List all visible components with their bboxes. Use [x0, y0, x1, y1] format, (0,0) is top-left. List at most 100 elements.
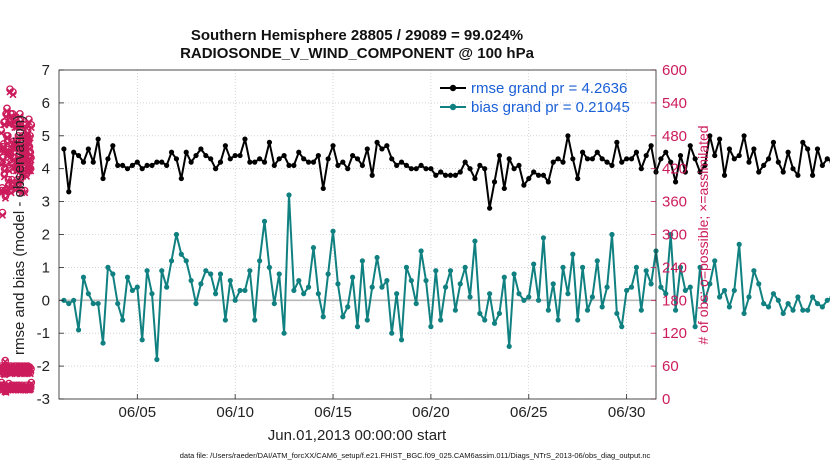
- rmse-point: [550, 159, 556, 165]
- obs-assimilated-marker: [26, 134, 34, 142]
- rmse-point: [648, 143, 654, 149]
- rmse-point: [487, 205, 493, 211]
- bias-point: [330, 228, 336, 234]
- bias-point: [457, 281, 463, 287]
- rmse-point: [658, 156, 664, 162]
- legend-rmse-label: rmse grand pr = 4.2636: [471, 80, 627, 97]
- rmse-point: [217, 159, 224, 165]
- rmse-point: [609, 162, 615, 169]
- bias-point: [560, 264, 566, 270]
- bias-point: [501, 274, 507, 280]
- rmse-point: [765, 156, 772, 162]
- bias-point: [394, 291, 400, 297]
- bias-point: [208, 271, 214, 277]
- y-right-tick-label: 600: [662, 62, 687, 79]
- bias-point: [682, 287, 688, 294]
- bias-point: [291, 287, 297, 294]
- legend-bias-marker: [449, 103, 457, 111]
- bias-point: [535, 297, 542, 303]
- bias-point: [340, 314, 346, 320]
- rmse-point: [717, 136, 723, 142]
- y-axis-label: rmse and bias (model - observation): [11, 115, 28, 355]
- bias-point: [232, 297, 238, 303]
- rmse-point: [726, 146, 733, 152]
- obs-assimilated-marker: [10, 156, 19, 164]
- bias-point: [120, 317, 126, 323]
- bias-point: [217, 271, 224, 277]
- rmse-point: [80, 159, 87, 165]
- obs-assimilated-marker: [13, 124, 21, 132]
- bias-point: [584, 307, 591, 313]
- y-right-tick-label: 180: [662, 292, 687, 309]
- rmse-point: [232, 152, 238, 159]
- y-right-tick-label: 120: [662, 325, 687, 342]
- rmse-point: [129, 162, 136, 169]
- rmse-point: [325, 156, 331, 162]
- rmse-point: [775, 159, 781, 165]
- obs-assimilated-marker: [3, 107, 11, 115]
- obs-assimilated-marker: [27, 385, 35, 393]
- obs-assimilated-marker: [9, 91, 17, 99]
- obs-assimilated-marker: [24, 129, 32, 137]
- chart-title-line2: RADIOSONDE_V_WIND_COMPONENT @ 100 hPa: [180, 45, 535, 62]
- rmse-point: [315, 152, 321, 159]
- bias-point: [350, 274, 356, 280]
- bias-point: [746, 294, 752, 300]
- rmse-point: [188, 159, 194, 165]
- rmse-point: [824, 156, 830, 162]
- rmse-point: [359, 162, 365, 169]
- rmse-point: [741, 133, 747, 139]
- rmse-point: [85, 146, 91, 152]
- bias-point: [271, 300, 277, 307]
- bias-point: [71, 297, 77, 303]
- obs-assimilated-marker: [0, 129, 5, 137]
- rmse-point: [222, 143, 228, 149]
- rmse-point: [628, 156, 635, 162]
- rmse-point: [110, 143, 116, 149]
- obs-assimilated-marker: [16, 178, 25, 186]
- obs-assimilated-marker: [23, 161, 31, 169]
- bias-point: [408, 277, 414, 284]
- rmse-point: [599, 156, 605, 162]
- rmse-point: [663, 149, 669, 155]
- bias-point: [276, 271, 282, 277]
- bias-point: [354, 324, 361, 330]
- bias-point: [95, 300, 101, 307]
- rmse-point: [354, 156, 361, 162]
- bias-point: [609, 231, 615, 238]
- y-tick-label: 0: [42, 292, 50, 309]
- rmse-point: [164, 162, 170, 169]
- rmse-point: [394, 162, 400, 169]
- rmse-point: [379, 146, 385, 152]
- bias-point: [550, 281, 556, 287]
- rmse-point: [330, 143, 336, 149]
- rmse-point: [159, 159, 165, 165]
- rmse-point: [540, 172, 547, 178]
- rmse-point: [467, 166, 473, 172]
- chart-title-line1: Southern Hemisphere 28805 / 29089 = 99.0…: [191, 27, 523, 44]
- bias-point: [531, 261, 537, 267]
- rmse-point: [350, 152, 356, 159]
- rmse-point: [584, 156, 591, 162]
- bias-point: [668, 231, 674, 238]
- rmse-point: [408, 166, 414, 172]
- rmse-point: [61, 146, 67, 152]
- bias-point: [139, 337, 145, 343]
- bias-point: [237, 287, 243, 294]
- rmse-point: [736, 152, 742, 159]
- bias-point: [628, 284, 635, 290]
- bias-point: [105, 264, 111, 270]
- obs-assimilated-marker: [2, 161, 10, 169]
- obs-assimilated-marker: [3, 134, 11, 142]
- bias-point: [193, 300, 199, 307]
- obs-assimilated-marker: [27, 380, 35, 388]
- bias-point: [242, 287, 248, 294]
- rmse-point: [619, 159, 625, 165]
- x-tick-label: 06/20: [412, 404, 450, 421]
- rmse-point: [291, 162, 297, 169]
- y-tick-label: 5: [42, 128, 50, 145]
- bias-point: [775, 297, 781, 303]
- bias-point: [555, 317, 561, 323]
- bias-point: [80, 274, 87, 280]
